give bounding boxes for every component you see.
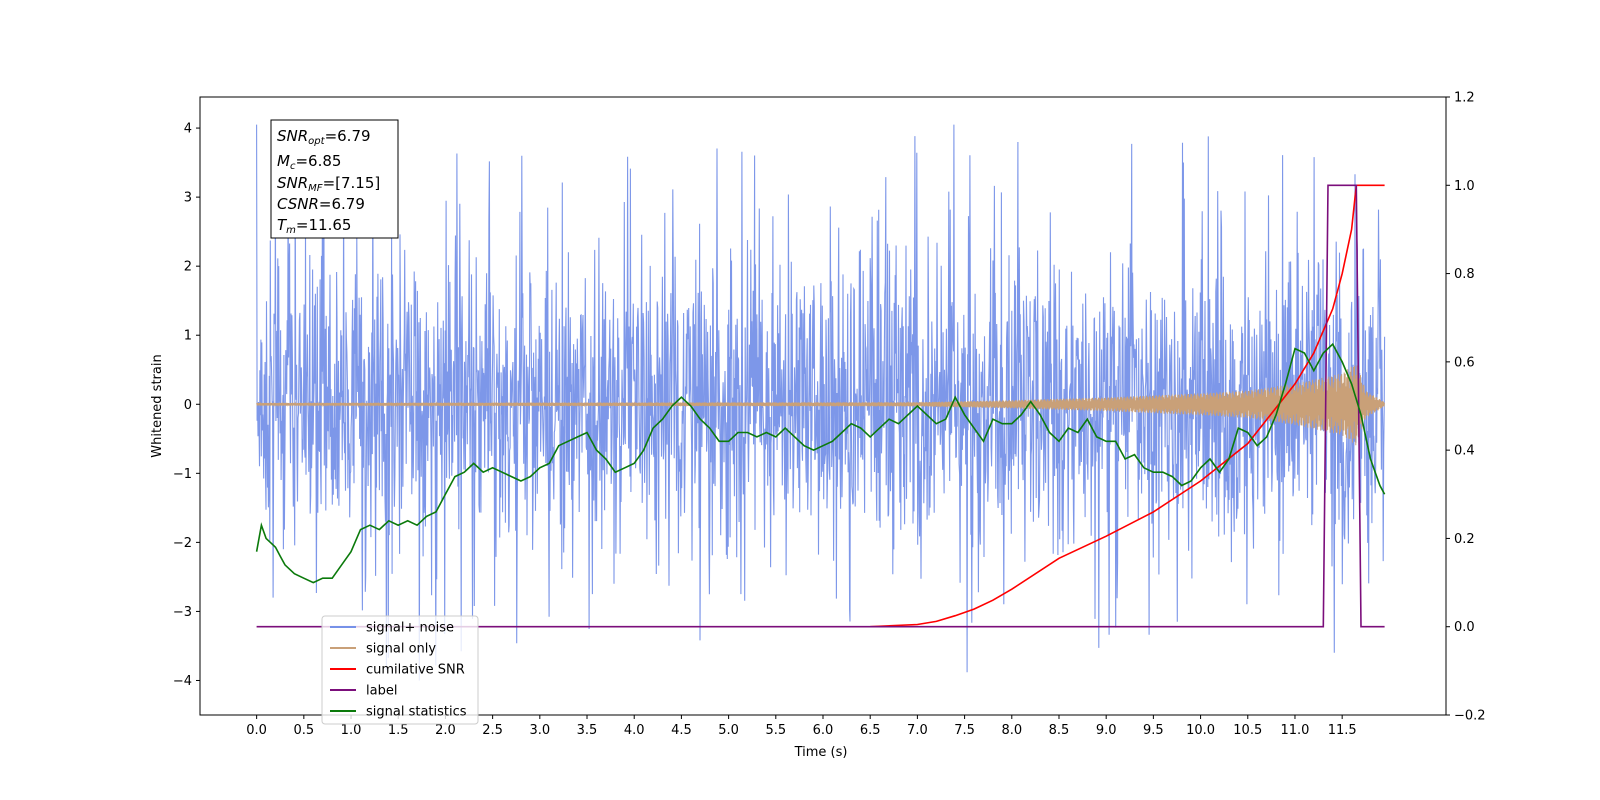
x-tick-label: 2.0 (435, 723, 456, 738)
x-tick-label: 4.0 (624, 723, 645, 738)
snr-mf-label: SNR (277, 174, 308, 192)
y2-tick-label: 0.4 (1454, 444, 1475, 459)
svg-text:Tm=11.65: Tm=11.65 (277, 216, 351, 236)
svg-text:SNRMF=[7.15]: SNRMF=[7.15] (277, 174, 380, 194)
csnr-value: 6.79 (332, 195, 365, 213)
csnr-label: CSNR (277, 195, 319, 213)
y2-tick-label: 0.8 (1454, 267, 1475, 282)
series-signal-statistics-line (255, 342, 1386, 584)
x-axis-label: Time (s) (794, 745, 848, 760)
x-tick-label: 8.5 (1049, 723, 1070, 738)
legend: signal+ noise signal only cumilative SNR la… (321, 615, 479, 725)
legend-entry-signal-only: signal only (366, 642, 436, 657)
legend-entry-signal-statistics: signal statistics (366, 705, 467, 720)
snr-opt-value: 6.79 (337, 127, 370, 145)
x-tick-label: 6.0 (813, 723, 834, 738)
x-tick-label: 9.5 (1143, 723, 1164, 738)
x-tick-label: 3.0 (529, 723, 550, 738)
y2-tick-label: 0.6 (1454, 355, 1475, 370)
y2-tick-label: 0.2 (1454, 532, 1475, 547)
y-axis-label: Whitened strain (150, 354, 165, 457)
x-tick-label: 10.0 (1186, 723, 1215, 738)
y-tick-label: 3 (184, 191, 192, 206)
y2-tick-label: 1.0 (1454, 179, 1475, 194)
tm-value: 11.65 (309, 216, 352, 234)
snr-opt-label: SNR (277, 127, 308, 145)
snr-mf-value: [7.15] (335, 174, 380, 192)
x-tick-label: 1.0 (341, 723, 362, 738)
annotation-box: SNRopt=6.79 Mc=6.85 SNRMF=[7.15] CSNR=6.… (270, 119, 399, 239)
x-tick-label: 0.5 (293, 723, 314, 738)
y-tick-label: 1 (184, 329, 192, 344)
svg-text:SNRopt=6.79: SNRopt=6.79 (277, 127, 371, 147)
y-tick-label: −2 (173, 536, 192, 551)
x-tick-label: 0.0 (246, 723, 267, 738)
series-cumilative-snr-line (870, 184, 1385, 628)
x-tick-label: 6.5 (860, 723, 881, 738)
x-tick-label: 2.5 (482, 723, 503, 738)
y-tick-label: −1 (173, 467, 192, 482)
x-tick-label: 5.0 (718, 723, 739, 738)
svg-text:CSNR=6.79: CSNR=6.79 (277, 195, 365, 213)
legend-entry-cumilative-snr: cumilative SNR (366, 663, 465, 678)
series-signal-only-line (256, 365, 1385, 446)
x-tick-label: 9.0 (1096, 723, 1117, 738)
y-tick-label: 2 (184, 260, 192, 275)
mc-value: 6.85 (308, 152, 341, 170)
x-tick-label: 11.5 (1328, 723, 1357, 738)
x-tick-label: 11.0 (1280, 723, 1309, 738)
x-tick-label: 10.5 (1233, 723, 1262, 738)
x-tick-label: 5.5 (765, 723, 786, 738)
series-signal-noise-line (256, 124, 1386, 681)
x-tick-label: 8.0 (1001, 723, 1022, 738)
x-tick-label: 1.5 (388, 723, 409, 738)
y-tick-label: 4 (184, 122, 192, 137)
legend-entry-signal-noise: signal+ noise (366, 621, 454, 636)
x-tick-label: 4.5 (671, 723, 692, 738)
y2-tick-label: 1.2 (1454, 91, 1475, 106)
y2-tick-label: 0.0 (1454, 620, 1475, 635)
y2-tick-label: −0.2 (1454, 709, 1486, 724)
tm-label: T (277, 216, 288, 234)
y-tick-label: −3 (173, 605, 192, 620)
x-tick-label: 7.5 (954, 723, 975, 738)
svg-text:Mc=6.85: Mc=6.85 (277, 152, 341, 172)
legend-entry-label: label (366, 684, 397, 699)
y-tick-label: −4 (173, 674, 192, 689)
mc-label: M (277, 152, 290, 170)
y-tick-label: 0 (184, 398, 192, 413)
series-label-line (256, 184, 1385, 628)
x-tick-label: 3.5 (577, 723, 598, 738)
x-tick-label: 7.0 (907, 723, 928, 738)
